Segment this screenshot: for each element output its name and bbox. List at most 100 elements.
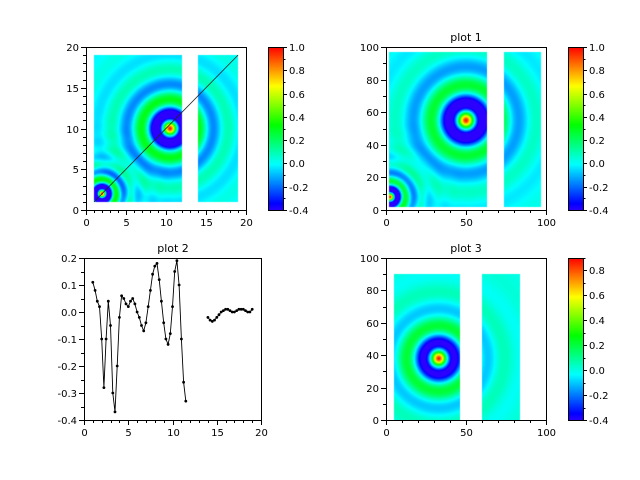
data-point-marker <box>248 310 252 314</box>
br-y-tick-label: 100 <box>360 254 379 265</box>
data-point-marker <box>162 321 166 325</box>
tr-colorbar-tick-label: -0.4 <box>589 206 609 217</box>
bl-y-tick-label: 0.0 <box>61 308 77 319</box>
data-point-marker <box>235 309 239 312</box>
tr-colorbar-tick-label: 0.4 <box>589 113 605 124</box>
tl-x-tick-label: 5 <box>123 218 129 229</box>
br-y-tick-label: 20 <box>366 384 379 395</box>
bl-x-tick-label: 15 <box>211 428 224 439</box>
tr-y-tick-label: 0 <box>373 206 379 217</box>
data-point-marker <box>135 310 139 314</box>
tr-colorbar-tick-label: 1.0 <box>589 43 605 54</box>
data-point-marker <box>173 270 177 273</box>
data-point-marker <box>217 313 221 317</box>
data-point-marker <box>120 294 123 298</box>
data-point-marker <box>206 316 210 319</box>
tr-axes: 0 50 100 0 20 40 60 80 100 <box>360 43 556 229</box>
bl-y-tick-label: -0.2 <box>57 362 77 373</box>
bl-x-tick-label: 0 <box>81 428 87 439</box>
plot3-title: plot 3 <box>450 242 482 255</box>
br-y-tick-label: 0 <box>373 416 379 427</box>
data-point-marker <box>137 316 141 319</box>
br-x-tick-label: 100 <box>537 428 556 439</box>
data-point-marker <box>155 262 159 265</box>
tl-colorbar-tick-label: -0.4 <box>289 206 309 217</box>
data-point-marker <box>129 299 132 303</box>
data-point-marker <box>146 305 150 308</box>
data-point-marker <box>164 337 168 341</box>
data-point-marker <box>111 391 115 395</box>
data-point-marker <box>126 305 130 308</box>
data-point-marker <box>219 310 223 314</box>
tl-y-tick-label: 20 <box>66 43 79 54</box>
br-colorbar-tick-label: 0.2 <box>589 341 605 352</box>
tl-diagonal-overlay-line <box>93 54 239 203</box>
data-point-marker <box>239 307 243 311</box>
data-point-marker <box>109 324 112 327</box>
data-point-marker <box>153 264 157 268</box>
tl-y-tick-label: 0 <box>73 206 79 217</box>
tr-colorbar-tick-label: 0.0 <box>589 159 605 170</box>
data-point-marker <box>241 307 245 311</box>
data-point-marker <box>131 297 135 300</box>
tl-colorbar-tick-label: 1.0 <box>289 43 305 54</box>
data-point-marker <box>244 309 247 312</box>
tr-y-tick-label: 80 <box>366 76 379 87</box>
bl-y-tick-label: 0.2 <box>61 254 77 265</box>
tl-y-tick-label: 10 <box>66 125 79 136</box>
bl-y-tick-label: -0.4 <box>57 416 77 427</box>
br-colorbar-gradient <box>568 258 583 420</box>
data-point-marker <box>157 278 161 281</box>
data-point-marker <box>91 280 95 284</box>
tl-colorbar-tick-label: 0.2 <box>289 136 305 147</box>
tr-y-tick-label: 60 <box>366 108 379 119</box>
tr-x-tick-label: 50 <box>460 218 473 229</box>
data-point-marker <box>226 307 230 311</box>
bl-segment-1-line <box>92 260 187 412</box>
br-y-tick-label: 80 <box>366 286 379 297</box>
br-axes: 0 50 100 0 20 40 60 80 100 <box>360 254 556 439</box>
data-point-marker <box>149 289 152 292</box>
data-point-marker <box>93 289 97 292</box>
br-x-tick-label: 50 <box>460 428 473 439</box>
tl-y-tick-label: 5 <box>73 165 79 176</box>
bl-y-tick-label: -0.1 <box>57 335 77 346</box>
tl-x-tick-label: 20 <box>240 218 253 229</box>
tl-colorbar-tick-label: 0.6 <box>289 90 305 101</box>
data-point-marker <box>222 309 225 312</box>
tr-x-tick-label: 100 <box>537 218 556 229</box>
data-point-marker <box>104 337 108 341</box>
bl-x-tick-label: 10 <box>167 428 180 439</box>
br-colorbar-tick-label: 0.6 <box>589 291 605 302</box>
tr-y-tick-label: 100 <box>360 43 379 54</box>
data-point-marker <box>175 259 179 263</box>
bl-curve <box>91 259 254 414</box>
br-x-tick-label: 0 <box>383 428 389 439</box>
data-point-marker <box>115 364 119 368</box>
data-point-marker <box>166 343 170 346</box>
tl-x-tick-label: 15 <box>200 218 213 229</box>
data-point-marker <box>95 299 99 303</box>
data-point-marker <box>124 302 128 306</box>
plot2-title: plot 2 <box>157 242 189 255</box>
data-point-marker <box>133 302 137 306</box>
br-y-tick-label: 40 <box>366 351 379 362</box>
tl-colorbar-tick-label: 0.4 <box>289 113 305 124</box>
data-point-marker <box>118 316 121 319</box>
tr-colorbar: 1.0 0.8 0.6 0.4 0.2 0.0 -0.2 -0.4 <box>568 43 609 217</box>
data-point-marker <box>102 386 106 389</box>
tr-colorbar-gradient <box>568 47 583 210</box>
data-point-marker <box>246 310 250 314</box>
data-point-marker <box>210 320 214 323</box>
br-colorbar-tick-label: -0.4 <box>589 416 609 427</box>
data-point-marker <box>180 337 183 341</box>
tl-x-tick-label: 0 <box>83 218 89 229</box>
bl-y-tick-label: -0.3 <box>57 389 77 400</box>
data-point-marker <box>228 309 232 312</box>
tl-colorbar: 1.0 0.8 0.6 0.4 0.2 0.0 -0.2 -0.4 <box>268 43 309 217</box>
br-colorbar-tick-label: 0.4 <box>589 316 605 327</box>
tr-x-tick-label: 0 <box>383 218 389 229</box>
data-point-marker <box>224 307 228 311</box>
data-point-marker <box>106 299 110 303</box>
br-colorbar: 0.8 0.6 0.4 0.2 0.0 -0.2 -0.4 <box>568 258 609 427</box>
